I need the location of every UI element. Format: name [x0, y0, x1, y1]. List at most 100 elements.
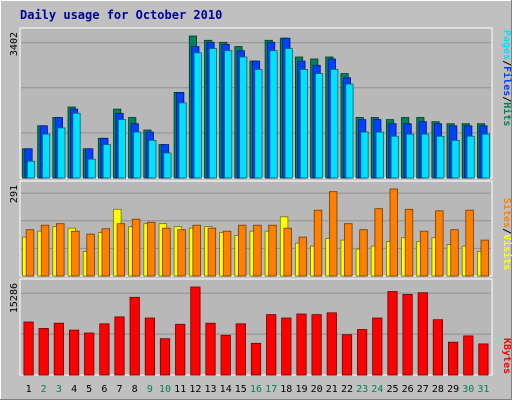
x-tick-label-day-23: 23 [356, 384, 368, 395]
bar-kbytes-day-25 [387, 291, 398, 376]
x-tick-label-day-22: 22 [341, 384, 353, 395]
bar-kbytes-day-19 [296, 313, 307, 376]
bar-sites-day-6 [101, 228, 110, 277]
legend-entry: KBytes [501, 338, 512, 374]
bar-sites-day-31 [480, 239, 489, 277]
bar-kbytes-day-4 [69, 329, 80, 376]
bar-sites-day-27 [419, 230, 429, 277]
bar-pages-day-20 [314, 73, 324, 179]
x-tick-label-day-27: 27 [417, 384, 429, 395]
bar-pages-day-17 [269, 50, 278, 179]
x-tick-label-day-12: 12 [189, 384, 201, 395]
x-tick-label-day-15: 15 [235, 384, 247, 395]
bar-sites-day-20 [313, 209, 323, 277]
bar-kbytes-day-31 [478, 343, 489, 376]
x-tick-label-day-24: 24 [371, 384, 383, 395]
bar-pages-day-15 [239, 56, 248, 179]
panel-hits-files-pages: 3402 Pages/Files/Hits [9, 27, 512, 179]
bar-kbytes-day-16 [250, 342, 262, 376]
bar-sites-day-12 [192, 224, 201, 277]
bar-kbytes-day-10 [159, 338, 171, 376]
x-tick-label-day-11: 11 [174, 384, 186, 395]
bar-kbytes-day-11 [175, 323, 186, 376]
legend-entry: Pages [501, 30, 512, 60]
bar-kbytes-day-21 [326, 312, 337, 376]
bar-kbytes-day-7 [114, 316, 125, 376]
bar-sites-day-10 [162, 227, 171, 277]
x-tick-label-day-25: 25 [386, 384, 398, 395]
x-tick-label-day-18: 18 [280, 384, 292, 395]
bar-pages-day-8 [133, 131, 142, 179]
bar-kbytes-day-3 [53, 322, 65, 376]
bar-pages-day-21 [330, 69, 339, 179]
bar-kbytes-day-17 [266, 314, 277, 376]
bar-pages-day-14 [224, 50, 233, 179]
bar-sites-day-25 [389, 188, 398, 277]
bar-sites-day-30 [465, 209, 474, 277]
bar-sites-day-11 [177, 229, 186, 277]
legend-entry: / [501, 228, 512, 234]
bar-pages-day-7 [117, 119, 127, 179]
bar-sites-day-3 [56, 223, 65, 277]
x-tick-label-day-21: 21 [326, 384, 338, 395]
bar-pages-day-5 [87, 158, 96, 179]
bar-sites-day-16 [253, 224, 262, 277]
bar-pages-day-24 [375, 131, 384, 179]
x-tick-label-day-19: 19 [295, 384, 307, 395]
bar-pages-day-31 [481, 133, 490, 179]
bar-kbytes-day-13 [205, 322, 216, 376]
bar-kbytes-day-9 [144, 317, 155, 376]
bar-kbytes-day-27 [417, 292, 428, 376]
bar-pages-day-2 [42, 133, 51, 179]
x-tick-label-day-31: 31 [477, 384, 489, 395]
bar-kbytes-day-2 [38, 327, 49, 376]
bar-kbytes-day-22 [341, 334, 353, 376]
bar-kbytes-day-30 [463, 335, 474, 376]
bar-sites-day-13 [207, 227, 217, 277]
bar-kbytes-day-5 [84, 332, 95, 376]
panel-visits-sites-legend: Sites/Visits [501, 198, 512, 270]
x-tick-label-day-3: 3 [56, 384, 62, 395]
bar-pages-day-18 [284, 48, 293, 179]
bar-pages-day-4 [72, 112, 81, 179]
bar-sites-day-28 [435, 210, 444, 277]
x-tick-label-day-8: 8 [132, 384, 138, 395]
bar-sites-day-4 [71, 230, 80, 277]
panel-kbytes-legend: KBytes [501, 338, 512, 374]
x-tick-label-day-9: 9 [147, 384, 153, 395]
x-tick-label-day-4: 4 [71, 384, 77, 395]
x-tick-label-day-17: 17 [265, 384, 277, 395]
bar-pages-day-11 [178, 102, 187, 179]
legend-entry: / [501, 96, 512, 102]
panel-hits-files-pages-legend: Pages/Files/Hits [501, 30, 512, 126]
bar-pages-day-1 [26, 160, 36, 179]
bar-sites-day-8 [131, 218, 141, 277]
x-tick-label-day-20: 20 [311, 384, 323, 395]
x-tick-label-day-14: 14 [220, 384, 232, 395]
bar-sites-day-19 [298, 236, 308, 277]
chart-title: Daily usage for October 2010 [20, 8, 222, 22]
bar-sites-day-29 [450, 229, 459, 277]
x-tick-label-day-29: 29 [447, 384, 459, 395]
bar-sites-day-5 [86, 233, 95, 277]
bar-pages-day-30 [466, 135, 475, 179]
bar-kbytes-day-1 [23, 321, 34, 376]
bar-kbytes-day-23 [356, 329, 368, 376]
bar-sites-day-14 [222, 230, 232, 277]
bar-sites-day-2 [40, 224, 50, 277]
bar-pages-day-23 [360, 131, 369, 179]
bar-kbytes-day-6 [99, 323, 110, 376]
bar-pages-day-28 [436, 135, 445, 179]
bar-pages-day-27 [421, 133, 430, 179]
x-tick-label-day-2: 2 [41, 384, 47, 395]
x-tick-label-day-30: 30 [462, 384, 474, 395]
bar-kbytes-day-26 [402, 293, 413, 376]
bar-sites-day-9 [146, 221, 156, 277]
bar-sites-day-7 [116, 223, 126, 277]
bar-pages-day-12 [193, 52, 202, 179]
bar-kbytes-day-12 [190, 286, 201, 376]
bar-pages-day-25 [390, 135, 399, 179]
legend-entry: / [501, 60, 512, 66]
panel-visits-sites-ymax: 291 [9, 185, 20, 203]
legend-entry: Hits [501, 102, 512, 126]
